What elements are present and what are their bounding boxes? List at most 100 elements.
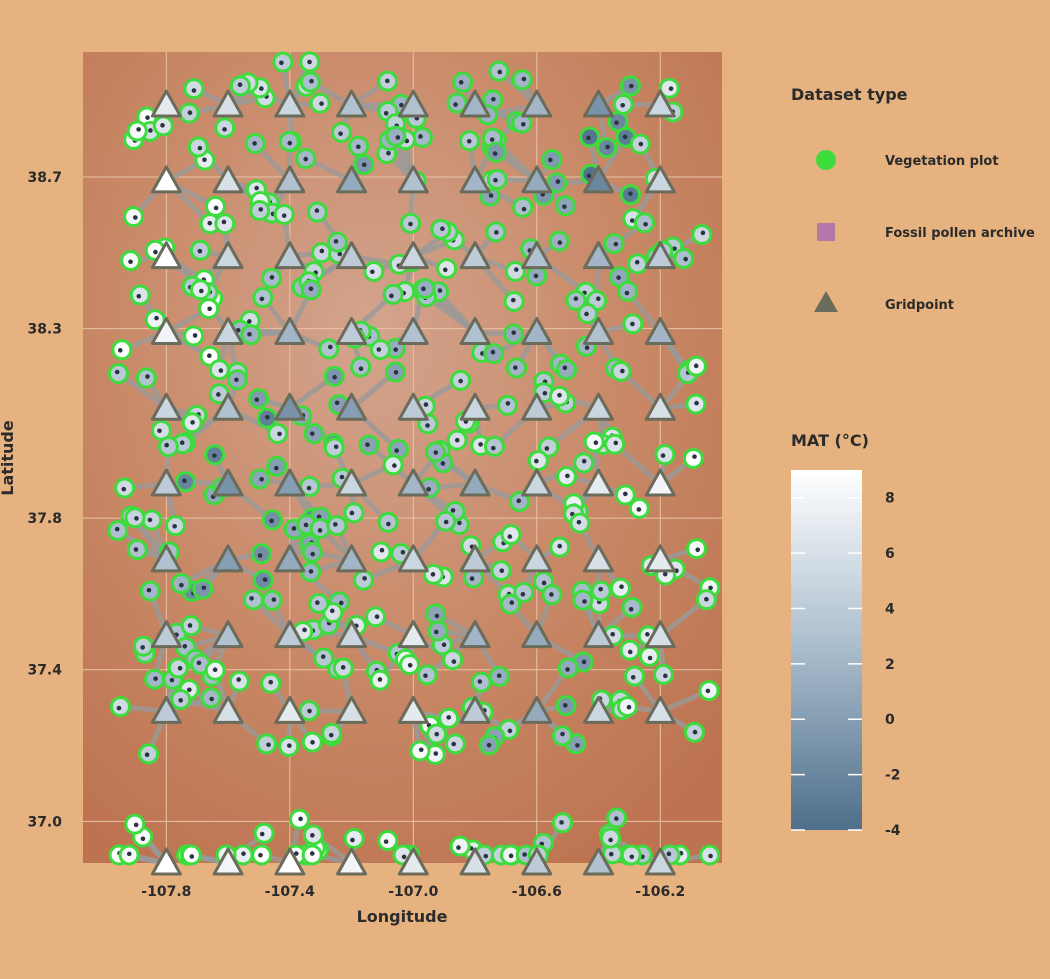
plot-center-dot (450, 508, 456, 513)
plot-center-dot (254, 397, 260, 403)
plot-center-dot (389, 293, 394, 299)
plot-center-dot (586, 135, 591, 141)
plot-center-dot (310, 833, 315, 838)
plot-center-dot (549, 592, 554, 597)
gridpoint-marker (397, 847, 429, 876)
plot-center-dot (433, 751, 439, 756)
gridpoint-marker (459, 316, 491, 345)
gridpoint-marker (644, 544, 676, 573)
gridpoint-marker (274, 620, 306, 649)
plot-center-dot (565, 473, 570, 479)
plot-center-dot (191, 88, 197, 93)
plot-center-dot (489, 137, 495, 142)
plot-center-dot (271, 597, 277, 602)
plot-center-dot (456, 845, 461, 850)
plot-center-dot (695, 547, 701, 553)
plot-center-dot (294, 851, 299, 856)
plot-center-dot (440, 226, 445, 232)
gridpoint-marker (150, 847, 182, 876)
plot-center-dot (277, 431, 282, 437)
plot-center-dot (374, 614, 380, 619)
plot-center-dot (624, 290, 630, 296)
y-tick-label: 38.7 (27, 170, 62, 186)
gridpoint-marker (459, 392, 491, 421)
plot-center-dot (377, 677, 383, 682)
plot-center-dot (458, 378, 463, 384)
plot-center-dot (383, 839, 389, 844)
gridpoint-marker (644, 241, 676, 270)
plot-center-dot (309, 851, 315, 856)
plot-center-dot (662, 571, 668, 577)
plot-center-dot (638, 141, 644, 147)
plot-center-dot (340, 665, 346, 670)
plot-center-dot (623, 491, 628, 497)
plot-center-dot (237, 82, 243, 87)
plot-center-dot (407, 662, 413, 668)
plot-center-dot (513, 365, 518, 370)
x-tick-label: -107.8 (141, 884, 191, 900)
plot-center-dot (291, 526, 297, 531)
vegetation-plot-point (556, 359, 578, 381)
plot-center-dot (700, 230, 706, 236)
plot-center-dot (620, 368, 625, 374)
plot-center-dot (555, 179, 561, 184)
gridpoint-marker (521, 89, 553, 118)
plot-center-dot (469, 576, 475, 581)
gridpoint-marker (583, 316, 615, 345)
plot-center-dot (486, 742, 492, 748)
plot-center-dot (309, 78, 314, 84)
plot-center-dot (133, 822, 139, 828)
plot-center-dot (483, 853, 489, 859)
plot-center-dot (338, 600, 344, 606)
plot-center-dot (522, 852, 527, 857)
gridpoint-marker (150, 241, 182, 270)
gridpoint-marker (644, 695, 676, 724)
plot-center-dot (262, 577, 268, 582)
plot-center-dot (287, 743, 292, 748)
gridpoint-marker (212, 89, 244, 118)
plot-center-dot (133, 215, 138, 220)
vegetation-plot-point (382, 283, 404, 305)
colorbar-tick-label: -4 (885, 823, 901, 839)
colorbar-tick-label: 2 (885, 657, 895, 673)
plot-center-dot (116, 705, 122, 711)
colorbar-tick-label: 6 (885, 546, 895, 562)
plot-center-dot (683, 256, 688, 262)
gridpoint-marker (274, 847, 306, 876)
plot-center-dot (533, 273, 539, 279)
plot-center-dot (634, 259, 640, 265)
plot-center-dot (620, 102, 625, 108)
plot-center-dot (386, 150, 391, 156)
gridpoint-marker (212, 544, 244, 573)
plot-center-dot (446, 715, 452, 720)
gridpoint-marker (644, 620, 676, 649)
plot-center-dot (136, 293, 142, 299)
plot-center-dot (221, 219, 227, 225)
plot-center-dot (630, 675, 636, 680)
plot-center-dot (197, 248, 203, 254)
plot-center-dot (593, 440, 599, 446)
gridpoint-marker (459, 468, 491, 497)
plot-center-dot (148, 128, 153, 133)
plot-center-dot (179, 582, 184, 588)
plot-center-dot (497, 69, 503, 75)
gridpoint-marker (521, 392, 553, 421)
gridpoint-marker (274, 316, 306, 345)
plot-center-dot (328, 344, 333, 350)
plot-center-dot (708, 853, 713, 859)
plot-center-dot (154, 315, 159, 321)
gridpoint-marker (336, 165, 368, 194)
legend-square-icon (817, 223, 835, 241)
gridpoint-marker (583, 89, 615, 118)
vegetation-plot-point (318, 338, 340, 360)
plot-center-dot (576, 519, 582, 525)
gridpoint-marker (150, 468, 182, 497)
plot-center-dot (308, 286, 314, 292)
gridpoint-marker (583, 695, 615, 724)
legend-label-gridpoint: Gridpoint (885, 298, 954, 313)
gridpoint-marker (644, 392, 676, 421)
legend-title: Dataset type (791, 85, 908, 104)
y-tick-label: 38.3 (27, 322, 62, 338)
gridpoint-marker (459, 241, 491, 270)
plot-center-dot (145, 374, 150, 379)
